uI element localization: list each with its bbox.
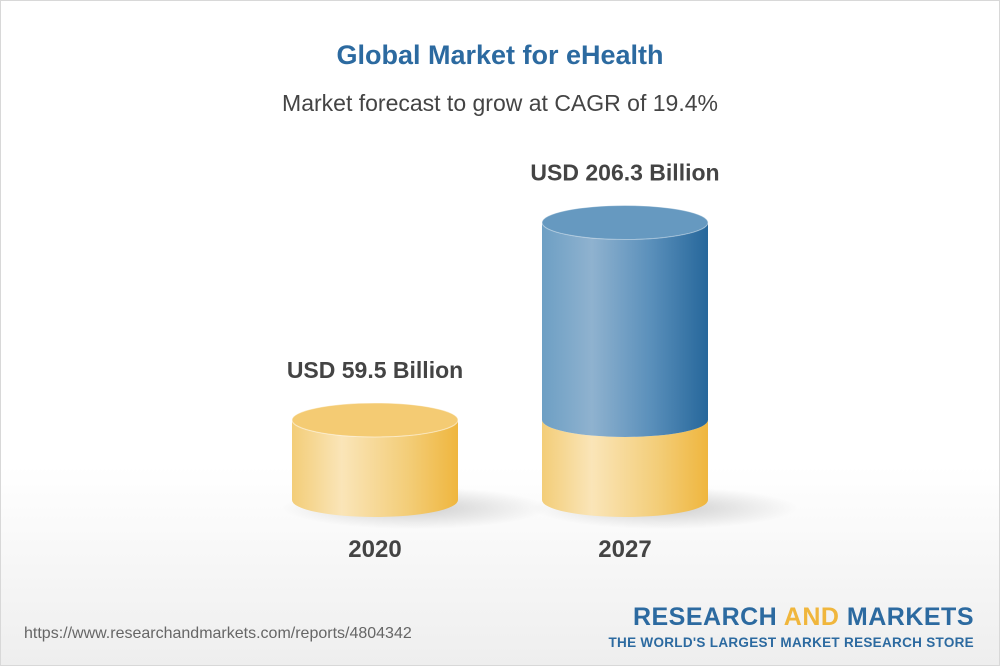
category-label: 2020 [348,536,401,563]
data-label: USD 59.5 Billion [287,357,463,383]
brand-logo: RESEARCH AND MARKETS [632,603,974,631]
cylinder-base-segment [542,419,708,517]
category-label: 2027 [598,536,651,563]
chart-subtitle: Market forecast to grow at CAGR of 19.4% [282,90,718,116]
data-label: USD 206.3 Billion [530,160,719,186]
cylinder-top [291,402,459,438]
cylinder-growth-segment [542,222,708,437]
chart-title: Global Market for eHealth [336,40,664,70]
brand-tagline: THE WORLD'S LARGEST MARKET RESEARCH STOR… [608,635,974,650]
cylinder-top [541,205,709,241]
source-url[interactable]: https://www.researchandmarkets.com/repor… [24,625,412,642]
cylinder-base-segment [292,419,458,517]
